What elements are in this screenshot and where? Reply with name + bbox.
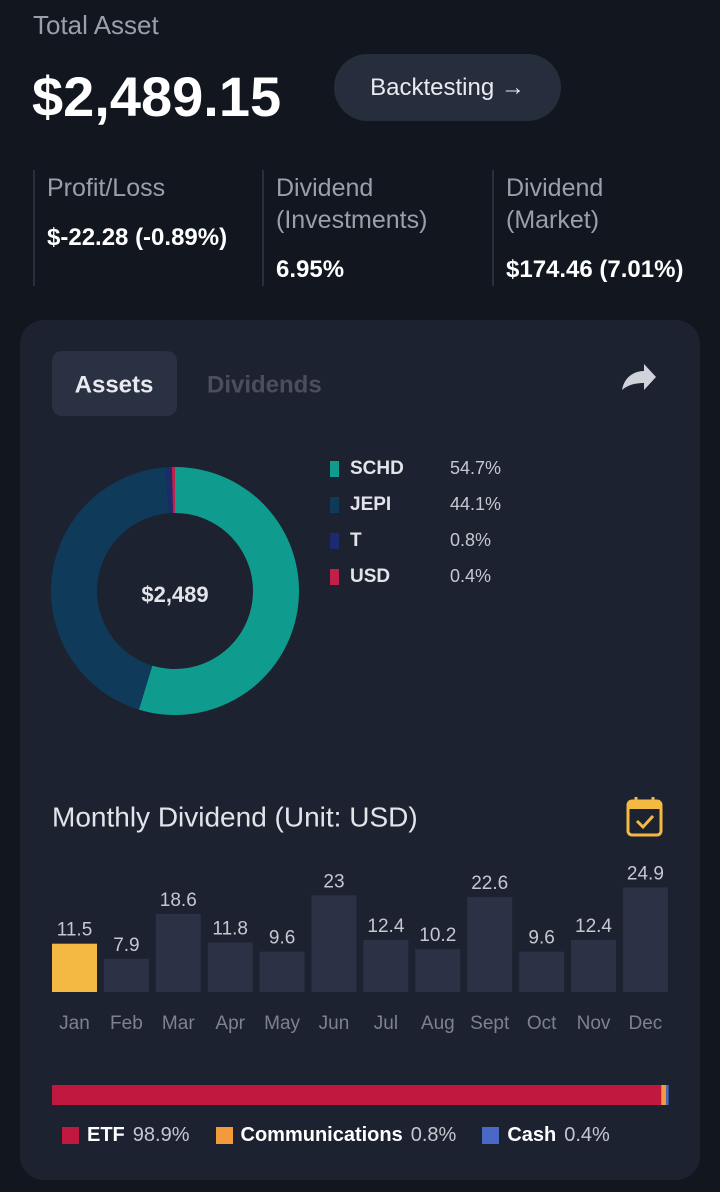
bar-chart-title: Monthly Dividend (Unit: USD)	[52, 801, 418, 832]
bar	[363, 939, 409, 992]
legend-item: Communications 0.8%	[215, 1124, 457, 1147]
legend-item: Cash 0.4%	[482, 1124, 610, 1147]
bar-value-label: 12.4	[575, 916, 612, 937]
stat-label: Dividend (Market)	[506, 174, 604, 234]
bar	[571, 939, 616, 992]
backtesting-button[interactable]: Backtesting →	[334, 54, 561, 121]
bar	[467, 897, 513, 992]
bar-value-label: 18.6	[160, 890, 197, 911]
bar-value-label: 9.6	[528, 928, 554, 949]
legend-name: ETF	[87, 1124, 125, 1146]
stat-label: Profit/Loss	[47, 174, 166, 202]
legend-name: JEPI	[350, 494, 391, 515]
stat-value: $174.46 (7.01%)	[506, 256, 684, 283]
card-background	[20, 320, 700, 1180]
legend-swatch	[62, 1127, 79, 1144]
donut-segment	[165, 467, 174, 514]
legend-swatch	[215, 1127, 233, 1144]
bar	[622, 887, 668, 992]
share-icon[interactable]	[622, 364, 656, 390]
total-asset-amount: $2,489.15	[32, 65, 282, 128]
legend-swatch	[330, 497, 339, 513]
legend-value: 44.1%	[450, 494, 501, 514]
tab-dividends[interactable]: Dividends	[207, 371, 322, 398]
bar	[103, 958, 149, 992]
legend-name: Communications	[240, 1124, 403, 1146]
bar	[155, 913, 201, 992]
bar	[259, 951, 305, 992]
bar-value-label: 22.6	[471, 873, 508, 894]
bar-value-label: 12.4	[367, 916, 404, 937]
donut-center-label: $2,489	[141, 582, 208, 607]
x-tick-label: Aug	[421, 1013, 455, 1034]
donut-segment	[138, 467, 299, 715]
x-tick-label: Sept	[470, 1013, 510, 1034]
stat-value: 6.95%	[276, 256, 345, 283]
bar-value-label: 24.9	[627, 863, 664, 884]
x-tick-label: Jun	[319, 1013, 350, 1034]
total-asset-label: Total Asset	[33, 10, 159, 40]
legend-value: 0.4%	[450, 566, 491, 586]
bar	[311, 895, 357, 992]
bar	[519, 951, 565, 992]
legend-name: Cash	[507, 1124, 557, 1146]
legend-value: 54.7%	[450, 458, 501, 478]
stat-dividend-investments: Dividend (Investments) 6.95%	[262, 170, 481, 286]
legend-item: ETF 98.9%	[62, 1124, 190, 1147]
x-tick-label: May	[264, 1013, 300, 1034]
stat-value: $-22.28 (-0.89%)	[47, 224, 228, 251]
legend-swatch	[330, 533, 339, 549]
legend-value: 0.4%	[564, 1124, 610, 1146]
x-tick-label: Nov	[577, 1013, 611, 1034]
x-tick-label: Jul	[374, 1013, 398, 1034]
donut-segment	[50, 467, 170, 710]
bar-value-label: 11.5	[57, 920, 93, 941]
legend-name: T	[350, 530, 362, 551]
stat-label: Dividend (Investments)	[276, 174, 428, 234]
x-tick-label: Dec	[629, 1013, 663, 1034]
stacked-segment	[661, 1085, 667, 1105]
stat-dividend-market: Dividend (Market) $174.46 (7.01%)	[492, 170, 711, 286]
calendar-icon[interactable]	[626, 797, 663, 837]
stat-profit-loss: Profit/Loss $-22.28 (-0.89%)	[33, 170, 252, 286]
x-tick-label: Apr	[215, 1013, 245, 1034]
bar	[52, 943, 97, 992]
bar-value-label: 10.2	[419, 925, 456, 946]
stacked-segment	[52, 1085, 662, 1105]
bar	[207, 942, 253, 992]
donut-segment	[171, 467, 175, 514]
bar-value-label: 7.9	[113, 935, 139, 956]
bar-value-label: 23	[323, 871, 344, 892]
tab-active-bg[interactable]	[52, 351, 177, 416]
x-tick-label: Jan	[59, 1013, 90, 1034]
tab-assets[interactable]: Assets	[75, 371, 154, 398]
legend-value: 0.8%	[450, 530, 491, 550]
bar-value-label: 11.8	[212, 918, 248, 939]
legend-name: USD	[350, 566, 390, 587]
bar	[415, 949, 461, 992]
legend-value: 0.8%	[410, 1124, 457, 1146]
legend-swatch	[482, 1127, 500, 1144]
x-tick-label: Oct	[527, 1013, 557, 1034]
x-tick-label: Feb	[110, 1013, 143, 1034]
legend-swatch	[330, 569, 339, 585]
x-tick-label: Mar	[162, 1013, 195, 1034]
legend-value: 98.9%	[132, 1124, 190, 1146]
stacked-legend: ETF 98.9% Communications 0.8% Cash 0.4%	[62, 1124, 610, 1147]
legend-name: SCHD	[350, 458, 404, 479]
stacked-segment	[666, 1085, 669, 1105]
bar-value-label: 9.6	[269, 928, 295, 949]
legend-swatch	[330, 461, 339, 477]
